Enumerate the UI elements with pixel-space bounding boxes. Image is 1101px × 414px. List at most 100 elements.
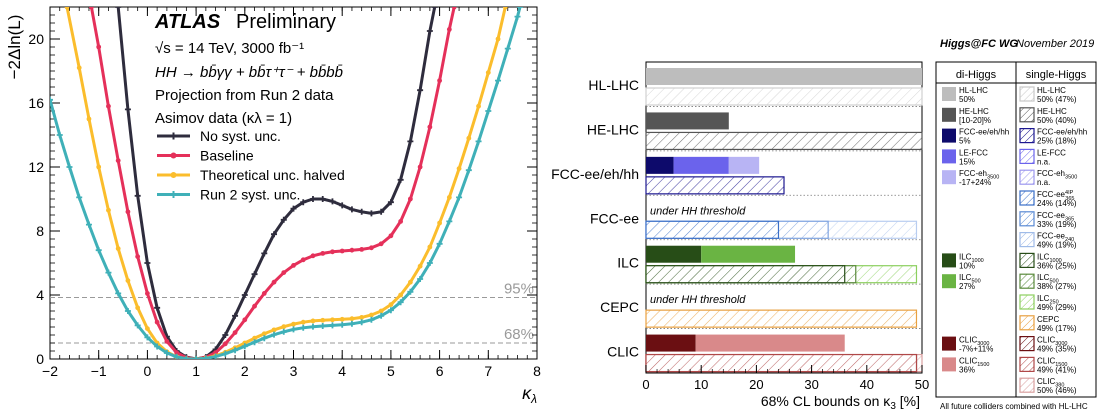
data-point xyxy=(144,260,151,266)
data-point xyxy=(378,312,385,319)
data-point xyxy=(310,253,316,259)
data-point xyxy=(437,220,442,226)
data-point xyxy=(280,328,287,335)
legend-entry-value: 27% xyxy=(959,282,975,291)
legend-entry-value: n.a. xyxy=(1037,178,1050,187)
header-single-higgs: single-Higgs xyxy=(1026,69,1087,81)
data-point xyxy=(476,103,481,109)
data-point xyxy=(348,206,355,213)
legend-entry-value: 50% (47%) xyxy=(1037,95,1077,104)
data-point xyxy=(56,132,63,138)
legend-entry-value: 50% (46%) xyxy=(1037,386,1077,395)
data-point xyxy=(330,249,335,255)
data-point xyxy=(359,247,365,252)
legend-marker xyxy=(170,132,177,140)
data-point xyxy=(378,308,384,314)
single-higgs-swatch xyxy=(1019,232,1035,248)
series-group xyxy=(50,7,523,359)
data-point xyxy=(291,321,296,327)
di-higgs-swatch xyxy=(942,336,956,351)
single-higgs-bar xyxy=(645,309,918,328)
data-point xyxy=(426,28,433,34)
data-point xyxy=(242,317,248,323)
data-point xyxy=(456,166,462,172)
x-tick-label: 5 xyxy=(387,363,395,379)
legend-entry-name: CLIC380 xyxy=(1037,377,1064,389)
legend-label: No syst. unc. xyxy=(200,128,281,144)
data-point xyxy=(261,331,267,337)
data-point xyxy=(66,164,73,170)
data-point xyxy=(369,312,374,318)
data-point xyxy=(96,44,102,50)
legend-entry-name: FCC-ee365 xyxy=(1037,211,1074,223)
asimov-label: Asimov data (κλ = 1) xyxy=(155,110,292,127)
data-point xyxy=(125,278,131,283)
data-point xyxy=(105,269,112,276)
data-point xyxy=(300,257,306,263)
legend-entry-value: 49% (35%) xyxy=(1037,345,1077,354)
data-point xyxy=(329,198,336,205)
data-point xyxy=(212,353,219,359)
legend-entry-name: HL-LHC xyxy=(1037,86,1066,95)
x-axis-label: κλ xyxy=(522,383,537,406)
data-point xyxy=(252,303,257,309)
data-point xyxy=(64,7,70,10)
legend-entry-name: LE-FCC xyxy=(1037,148,1066,157)
legend-marker xyxy=(170,191,177,198)
wg-title: Higgs@FC WG xyxy=(940,38,1018,50)
single-higgs-swatch xyxy=(1019,107,1035,123)
data-point xyxy=(164,339,170,344)
legend-marker xyxy=(170,172,177,178)
single-higgs-swatch xyxy=(1019,294,1035,310)
energy-label: √s = 14 TeV, 3000 fb⁻¹ xyxy=(155,40,304,57)
reference-label: 95% xyxy=(504,281,534,298)
data-point xyxy=(222,341,228,347)
data-point xyxy=(426,260,433,266)
data-point xyxy=(134,192,141,199)
data-point xyxy=(154,304,161,311)
header-di-higgs: di-Higgs xyxy=(956,69,997,81)
data-point xyxy=(115,7,122,10)
x-tick-label: −1 xyxy=(91,363,107,379)
data-point xyxy=(271,331,278,338)
projection-label: Projection from Run 2 data xyxy=(155,87,334,104)
single-higgs-swatch xyxy=(1019,128,1035,144)
data-point xyxy=(241,343,248,350)
data-point xyxy=(397,299,404,306)
single-higgs-swatch xyxy=(1019,148,1035,164)
legend-entry-name: ILC500 xyxy=(1037,273,1059,285)
legend-footer: All future colliders combined with HL-LH… xyxy=(940,402,1088,411)
data-point xyxy=(251,339,258,346)
single-higgs-bar xyxy=(645,176,785,195)
legend-entry-value: -7%+11% xyxy=(959,345,993,354)
data-point xyxy=(115,246,121,252)
x-tick-label: 4 xyxy=(338,363,346,379)
data-point xyxy=(106,103,111,109)
legend-label: Theoretical unc. halved xyxy=(200,167,345,183)
data-point xyxy=(232,330,238,335)
di-higgs-bar xyxy=(646,156,674,174)
data-point xyxy=(387,307,394,314)
legend-entry: Run 2 syst. unc. xyxy=(157,187,300,203)
di-higgs-swatch xyxy=(942,274,956,289)
data-point xyxy=(407,279,413,285)
data-point xyxy=(378,208,385,215)
x-tick-label: 2 xyxy=(241,363,249,379)
legend-entry-value: n.a. xyxy=(1037,157,1050,166)
data-point xyxy=(300,199,307,206)
data-point xyxy=(417,164,423,170)
legend-entry-value: 50% xyxy=(959,95,975,104)
data-point xyxy=(309,323,316,330)
data-point xyxy=(446,27,452,32)
legend-label: Baseline xyxy=(200,148,254,164)
data-point xyxy=(88,7,94,10)
under-threshold-note: under HH threshold xyxy=(650,205,746,217)
legend-entry-name: FCC-ee/eh/hh xyxy=(1037,128,1087,137)
data-point xyxy=(339,321,346,328)
process-label: HH → bb̄γγ + bb̄τ⁺τ⁻ + bb̄bb̄ xyxy=(155,64,343,81)
data-point xyxy=(330,317,335,323)
